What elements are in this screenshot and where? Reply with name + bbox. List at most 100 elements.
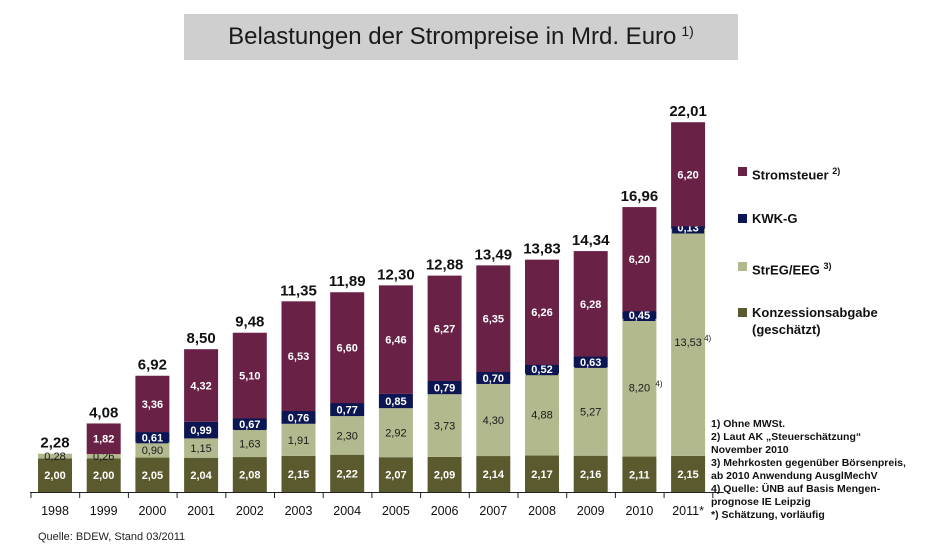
- bar-segment-konz-2001: [184, 457, 219, 492]
- x-tick-label-2009: 2009: [577, 504, 605, 518]
- segment-label-stromsteuer-2011*: 6,20: [677, 169, 698, 181]
- bar-segment-eeg-2011*: [671, 228, 706, 456]
- legend-swatch-kwk: [738, 214, 747, 223]
- bar-segment-stromsteuer-2011*: [671, 122, 706, 227]
- segment-label-eeg-2008: 4,88: [531, 410, 552, 422]
- footnote-3: 3) Mehrkosten gegenüber Börsenpreis,: [711, 457, 906, 469]
- segment-label-stromsteuer-1999: 1,82: [93, 434, 114, 446]
- x-tick-label-1999: 1999: [90, 504, 118, 518]
- kwk-label-plate-2009: [574, 354, 607, 368]
- segment-label-eeg-1999: 0,26: [93, 451, 114, 463]
- total-label-2010: 16,96: [621, 188, 659, 205]
- footnote-1: 1) Ohne MWSt.: [711, 418, 786, 430]
- source-note: Quelle: BDEW, Stand 03/2011: [38, 531, 186, 543]
- segment-label-konz-1999: 2,00: [93, 470, 114, 482]
- segment-label-stromsteuer-2004: 6,60: [336, 343, 357, 355]
- segment-label-eeg-2007: 4,30: [483, 415, 504, 427]
- segment-label-konz-2007: 2,14: [483, 469, 505, 481]
- segment-label-konz-2010: 2,11: [629, 469, 650, 481]
- segment-label-kwk-2006: 0,79: [434, 383, 455, 395]
- footnote-5: *) Schätzung, vorläufig: [711, 509, 825, 521]
- bar-segment-konz-2000: [135, 457, 170, 492]
- segment-label-eeg-2004: 2,30: [336, 430, 357, 442]
- segment-label-kwk-2003: 0,76: [288, 412, 309, 424]
- bar-segment-stromsteuer-1999: [86, 423, 121, 455]
- kwk-label-plate-2002: [233, 417, 266, 431]
- segment-label-konz-2003: 2,15: [288, 469, 309, 481]
- segment-label-konz-2006: 2,09: [434, 469, 455, 481]
- segment-note-2011*: 4): [704, 334, 711, 343]
- bar-segment-stromsteuer-2004: [330, 292, 365, 404]
- x-tick-label-2003: 2003: [285, 504, 313, 518]
- segment-label-stromsteuer-2009: 6,28: [580, 299, 601, 311]
- segment-label-kwk-2008: 0,52: [531, 364, 552, 376]
- bar-segment-stromsteuer-2007: [476, 265, 511, 373]
- segment-label-eeg-2010: 8,20: [629, 383, 650, 395]
- x-tick-label-2001: 2001: [187, 504, 215, 518]
- segment-label-konz-2011*: 2,15: [677, 469, 698, 481]
- segment-label-stromsteuer-2006: 6,27: [434, 323, 455, 335]
- x-tick-label-2008: 2008: [528, 504, 556, 518]
- bar-segment-eeg-1999: [86, 454, 121, 459]
- segment-label-stromsteuer-2001: 4,32: [190, 380, 211, 392]
- segment-label-eeg-2001: 1,15: [190, 443, 211, 455]
- segment-label-konz-2009: 2,16: [580, 469, 601, 481]
- segment-label-eeg-2009: 5,27: [580, 406, 601, 418]
- legend-item-kwk: KWK-G: [738, 210, 938, 227]
- segment-label-stromsteuer-2000: 3,36: [142, 399, 163, 411]
- kwk-label-plate-2004: [331, 402, 364, 416]
- total-label-2006: 12,88: [426, 257, 464, 274]
- segment-note-2010: 4): [655, 380, 662, 389]
- kwk-label-plate-2003: [282, 410, 315, 424]
- legend-swatch-stromsteuer: [738, 167, 747, 176]
- bar-segment-eeg-2009: [573, 367, 608, 456]
- segment-label-kwk-2010: 0,45: [629, 310, 650, 322]
- bar-segment-stromsteuer-2003: [281, 301, 316, 412]
- bar-segment-eeg-2008: [525, 373, 559, 456]
- bar-segment-konz-2011*: [671, 455, 706, 492]
- bar-segment-konz-2004: [330, 454, 365, 492]
- segment-label-kwk-2000: 0,61: [142, 432, 163, 444]
- total-label-2009: 14,34: [572, 232, 610, 249]
- footnotes: 1) Ohne MWSt. 2) Laut AK „Steuerschätzun…: [711, 418, 939, 522]
- legend-swatch-konz: [738, 308, 747, 317]
- x-tick-label-2007: 2007: [479, 504, 507, 518]
- bar-segment-konz-2008: [525, 455, 559, 492]
- segment-label-kwk-2005: 0,85: [385, 396, 406, 408]
- bar-segment-eeg-2000: [135, 442, 170, 458]
- bar-segment-konz-2007: [476, 456, 511, 492]
- kwk-label-plate-2005: [379, 394, 412, 408]
- bar-segment-konz-2005: [378, 457, 413, 492]
- segment-label-kwk-2004: 0,77: [336, 405, 357, 417]
- total-label-1998: 2,28: [40, 435, 69, 452]
- footnote-4b: prognose IE Leipzig: [711, 496, 811, 508]
- total-label-2011*: 22,01: [669, 103, 707, 120]
- segment-label-konz-2001: 2,04: [190, 470, 212, 482]
- total-label-2002: 9,48: [235, 314, 264, 331]
- footnote-2: 2) Laut AK „Steuerschätzung“: [711, 431, 862, 443]
- bar-segment-konz-2010: [622, 456, 657, 492]
- bar-segment-konz-1998: [38, 458, 72, 492]
- total-label-2004: 11,89: [329, 273, 366, 290]
- chart-title: Belastungen der Strompreise in Mrd. Euro…: [184, 14, 738, 60]
- bar-segment-konz-2002: [232, 457, 267, 492]
- segment-label-eeg-1998: 0,28: [44, 451, 65, 463]
- bar-segment-eeg-2006: [427, 394, 462, 457]
- segment-label-stromsteuer-2005: 6,46: [385, 335, 406, 347]
- legend-label-kwk: KWK-G: [752, 211, 798, 226]
- footnote-4: 4) Quelle: ÜNB auf Basis Mengen-: [711, 483, 881, 495]
- legend-item-eeg: StrEG/EEG 3): [738, 258, 938, 278]
- bar-segment-konz-1999: [86, 458, 121, 492]
- kwk-label-plate-2010: [623, 308, 656, 322]
- bar-segment-konz-2009: [573, 455, 608, 492]
- total-label-2005: 12,30: [377, 266, 415, 283]
- bar-segment-stromsteuer-2002: [232, 332, 267, 419]
- bar-segment-stromsteuer-2009: [573, 251, 608, 357]
- segment-label-eeg-2006: 3,73: [434, 421, 455, 433]
- footnote-3b: ab 2010 Anwendung AusglMechV: [711, 470, 878, 482]
- segment-label-eeg-2002: 1,63: [239, 438, 260, 450]
- bar-segment-konz-2006: [427, 456, 462, 492]
- bar-segment-stromsteuer-2001: [184, 349, 219, 422]
- segment-label-konz-2000: 2,05: [142, 470, 163, 482]
